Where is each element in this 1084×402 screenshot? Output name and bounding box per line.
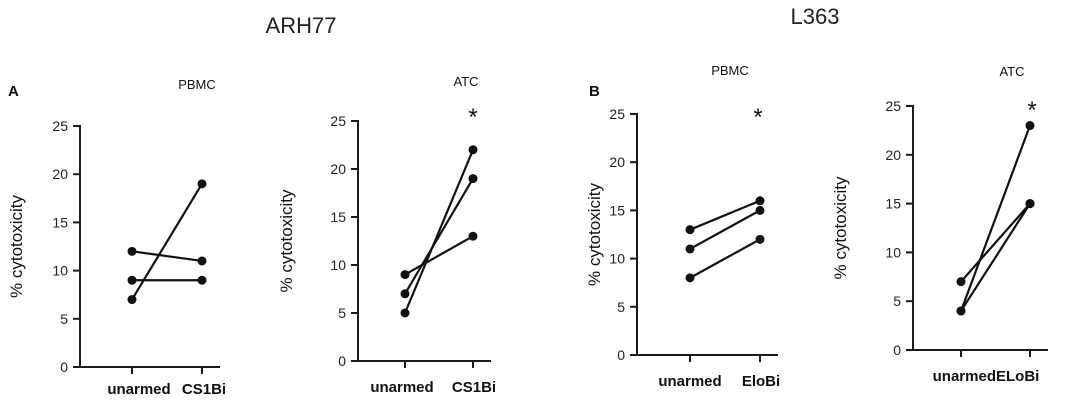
chart3-x-tick-label-0: unarmed (658, 373, 721, 390)
chart4-y-tick-label-2: 10 (885, 244, 901, 260)
chart3-series-1-point-unarmed (685, 225, 695, 235)
chart1-y-tick-label-5: 25 (52, 118, 68, 134)
chart4-series-3-point-armed (1025, 121, 1035, 131)
chart4-x-tick-label-0: unarmed (933, 368, 996, 385)
chart2-y-axis-label: % cytotoxicity (277, 189, 296, 292)
chart1-x-tick-label-1: CS1Bi (182, 381, 226, 398)
chart2-series-1-point-unarmed (400, 270, 410, 280)
chart3-y-tick-label-4: 20 (609, 154, 625, 170)
chart4-y-tick-label-1: 5 (893, 293, 901, 309)
chart1-series-1-line (131, 250, 203, 263)
chart3-title: PBMC (711, 63, 749, 78)
chart2-x-tick-label-1: CS1Bi (452, 379, 496, 396)
chart4-series-2-line (960, 203, 1031, 312)
chart1-y-tick-label-2: 10 (52, 263, 68, 279)
chart4-series-1-point-unarmed (956, 277, 966, 287)
chart3-y-tick-label-5: 25 (609, 106, 625, 122)
chart3-series-2-line (689, 209, 761, 250)
chart1-y-tick-label-1: 5 (60, 311, 68, 327)
chart2-y-tick-label-5: 25 (330, 113, 346, 129)
chart4-x-tick-label-1: ELoBi (996, 368, 1039, 385)
chart2-series-2-point-armed (468, 174, 478, 184)
chart4-series-1-line (960, 202, 1031, 283)
chart2-series-3-line (403, 149, 475, 314)
chart3-x-tick-label-1: EloBi (742, 373, 780, 390)
chart1-series-1-point-unarmed (127, 246, 137, 256)
chart3-y-tick-label-0: 0 (617, 347, 625, 363)
chart4-title: ATC (999, 64, 1024, 79)
chart2-series-3-point-unarmed (400, 308, 410, 318)
chart4-series-3-point-unarmed (956, 306, 966, 316)
chart4-series-3-line (959, 125, 1032, 312)
chart3-series-3-point-unarmed (685, 273, 695, 283)
chart2-y-tick-label-0: 0 (338, 353, 346, 369)
chart4-y-tick-label-3: 15 (885, 196, 901, 212)
chart4-y-tick-label-4: 20 (885, 147, 901, 163)
chart4-y-axis-label: % cytotoxicity (831, 176, 850, 279)
chart2-title: ATC (453, 74, 478, 89)
chart2-y-tick-label-1: 5 (338, 305, 346, 321)
chart3-series-1-point-armed (755, 196, 765, 206)
chart1-series-1-point-armed (197, 256, 207, 266)
chart1-series-2-point-armed (197, 275, 207, 285)
chart1-y-tick-label-4: 20 (52, 166, 68, 182)
chart2-y-tick-label-4: 20 (330, 161, 346, 177)
chart2-series-2-point-unarmed (400, 289, 410, 299)
chart3-series-3-point-armed (755, 234, 765, 244)
chart2-series-1-point-armed (468, 231, 478, 241)
chart3-y-tick-label-2: 10 (609, 251, 625, 267)
chart2-series-1-line (404, 235, 474, 276)
chart1-x-tick-label-0: unarmed (107, 381, 170, 398)
chart2-significance-marker: * (468, 104, 477, 131)
chart2-y-tick-label-3: 15 (330, 209, 346, 225)
chart3-y-tick-label-3: 15 (609, 202, 625, 218)
figure-title-l363: L363 (791, 4, 840, 29)
chart3-y-axis-label: % cytotoxicity (585, 183, 604, 286)
chart3-series-1-line (689, 199, 761, 231)
chart1-series-3-point-unarmed (127, 295, 137, 305)
chart1-y-tick-label-3: 15 (52, 214, 68, 230)
panel-label-a: A (8, 83, 19, 100)
chart4-significance-marker: * (1027, 97, 1036, 124)
chart4-y-tick-label-0: 0 (893, 342, 901, 358)
chart3-series-3-line (689, 238, 761, 279)
chart1-y-tick-label-0: 0 (60, 359, 68, 375)
chart2-series-2-line (404, 178, 474, 295)
chart4-series-2-point-armed (1025, 199, 1035, 209)
figure-title-arh77: ARH77 (266, 13, 337, 38)
chart3-series-2-point-armed (755, 205, 765, 215)
chart3-significance-marker: * (753, 104, 762, 131)
chart1-y-axis-label: % cytotoxicity (7, 195, 26, 298)
chart1-series-3-point-armed (197, 179, 207, 189)
chart3-y-tick-label-1: 5 (617, 299, 625, 315)
panel-label-b: B (589, 83, 600, 100)
chart1-series-2-point-unarmed (127, 275, 137, 285)
chart2-y-tick-label-2: 10 (330, 257, 346, 273)
chart2-x-tick-label-0: unarmed (370, 379, 433, 396)
chart3-series-2-point-unarmed (685, 244, 695, 254)
chart1-series-3-line (131, 183, 203, 301)
chart1-title: PBMC (178, 77, 216, 92)
chart2-series-3-point-armed (468, 145, 478, 155)
chart4-y-tick-label-5: 25 (885, 98, 901, 114)
